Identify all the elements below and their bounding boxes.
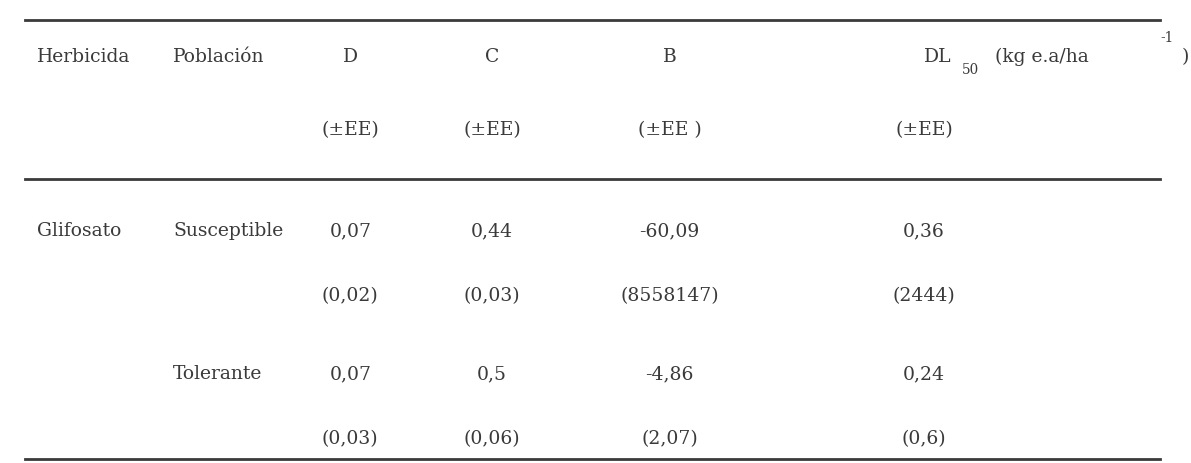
Text: 0,36: 0,36: [903, 223, 944, 240]
Text: (0,03): (0,03): [322, 430, 379, 448]
Text: 0,07: 0,07: [329, 223, 372, 240]
Text: Glifosato: Glifosato: [37, 223, 121, 240]
Text: ): ): [1181, 48, 1189, 66]
Text: C: C: [485, 48, 499, 66]
Text: 0,07: 0,07: [329, 365, 372, 383]
Text: Población: Población: [173, 48, 264, 66]
Text: 0,24: 0,24: [903, 365, 944, 383]
Text: (0,6): (0,6): [902, 430, 946, 448]
Text: 0,5: 0,5: [478, 365, 507, 383]
Text: B: B: [662, 48, 676, 66]
Text: (±EE): (±EE): [322, 121, 379, 139]
Text: (0,02): (0,02): [322, 287, 379, 305]
Text: (±EE): (±EE): [894, 121, 953, 139]
Text: (kg e.a/ha: (kg e.a/ha: [989, 48, 1089, 66]
Text: -60,09: -60,09: [640, 223, 700, 240]
Text: -4,86: -4,86: [646, 365, 694, 383]
Text: DL: DL: [924, 48, 952, 66]
Text: 50: 50: [962, 63, 979, 77]
Text: Tolerante: Tolerante: [173, 365, 262, 383]
Text: 0,44: 0,44: [472, 223, 513, 240]
Text: (2,07): (2,07): [641, 430, 698, 448]
Text: D: D: [343, 48, 357, 66]
Text: (±EE): (±EE): [463, 121, 522, 139]
Text: (2444): (2444): [892, 287, 955, 305]
Text: Susceptible: Susceptible: [173, 223, 283, 240]
Text: (8558147): (8558147): [621, 287, 719, 305]
Text: Herbicida: Herbicida: [37, 48, 130, 66]
Text: (±EE ): (±EE ): [637, 121, 701, 139]
Text: (0,03): (0,03): [463, 287, 520, 305]
Text: (0,06): (0,06): [463, 430, 520, 448]
Text: -1: -1: [1160, 31, 1173, 45]
